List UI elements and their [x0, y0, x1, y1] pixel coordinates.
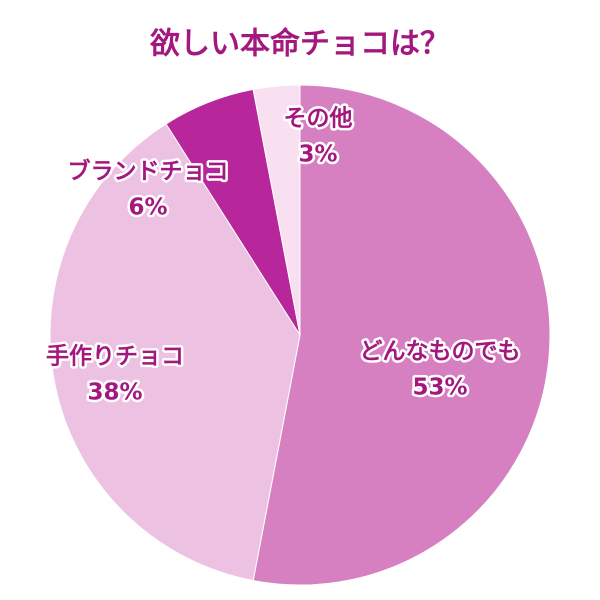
slice-label: その他	[284, 106, 353, 132]
slice-label: どんなものでも	[360, 339, 521, 365]
slice-value-label: 3%	[298, 142, 337, 168]
slice-label: ブランドチョコ	[68, 158, 229, 185]
pie-slice	[252, 84, 551, 586]
pie-slice	[252, 84, 301, 336]
slice-value-label: 38%	[87, 380, 142, 406]
pie-slice	[49, 123, 301, 582]
slice-value-label: 6%	[128, 195, 167, 221]
chart-title: 欲しい本命チョコは？	[149, 27, 450, 62]
slice-label: 手作りチョコ	[46, 344, 184, 370]
slice-value-label: 53%	[412, 375, 467, 401]
